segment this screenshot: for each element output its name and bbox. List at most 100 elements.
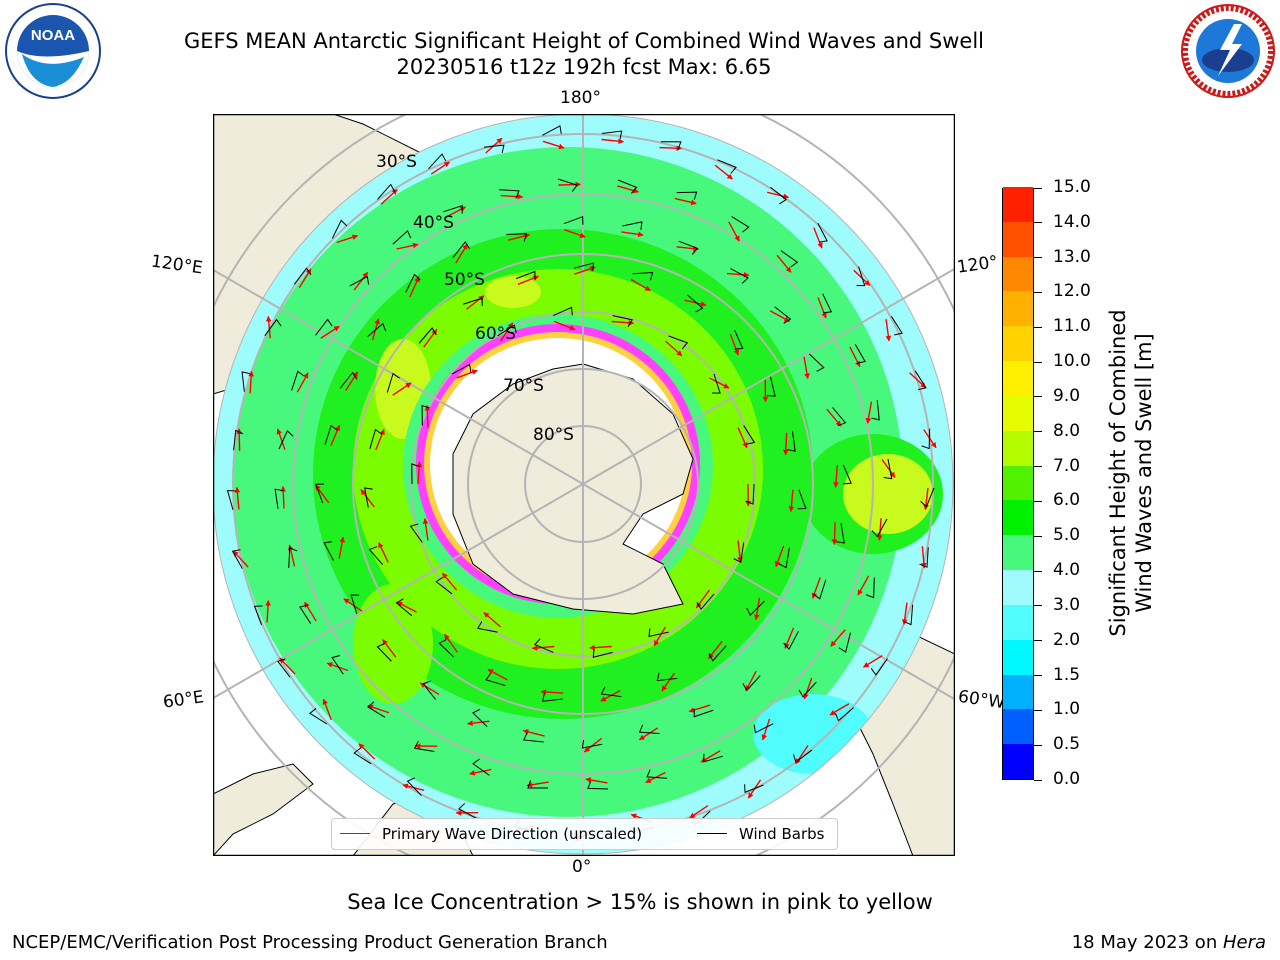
wind-barb bbox=[349, 275, 370, 287]
wind-barb bbox=[745, 483, 755, 505]
wave-arrow bbox=[330, 424, 341, 446]
wave-arrow bbox=[483, 611, 501, 628]
lat-label-30s: 30°S bbox=[376, 152, 417, 172]
wave-arrow bbox=[688, 704, 711, 713]
wind-barb bbox=[883, 458, 893, 480]
wave-arrow bbox=[831, 522, 838, 545]
wind-barb bbox=[746, 600, 765, 617]
wave-arrow bbox=[280, 485, 286, 509]
wind-barb bbox=[696, 593, 715, 611]
wind-barb bbox=[770, 186, 787, 205]
wind-barb bbox=[668, 335, 689, 350]
wave-arrow bbox=[345, 371, 359, 391]
colorbar-tick-label: 4.0 bbox=[1053, 560, 1081, 581]
colorbar-tick-label: 1.5 bbox=[1053, 664, 1081, 685]
wind-barb bbox=[309, 707, 328, 725]
wind-barb bbox=[274, 488, 284, 510]
wave-arrow bbox=[360, 489, 375, 508]
wind-barb bbox=[767, 376, 776, 397]
colorbar-label-line-2: Wind Waves and Swell [m] bbox=[1132, 333, 1156, 613]
wind-barb bbox=[854, 343, 866, 364]
wind-barb bbox=[743, 425, 756, 445]
wind-barbs bbox=[226, 125, 935, 838]
colorbar-segment bbox=[1003, 534, 1033, 571]
wind-barb bbox=[622, 221, 643, 230]
wind-barb bbox=[817, 222, 828, 243]
wind-barb bbox=[364, 487, 373, 508]
wave-arrow bbox=[617, 185, 640, 194]
wind-barb bbox=[413, 740, 435, 752]
wind-barb bbox=[592, 649, 613, 658]
colorbar-segment bbox=[1003, 221, 1033, 257]
colorbar-segment bbox=[1003, 604, 1033, 640]
wave-arrow bbox=[865, 401, 873, 424]
title-line-1: GEFS MEAN Antarctic Significant Height o… bbox=[183, 29, 985, 53]
colorbar-tick-label: 0.5 bbox=[1053, 734, 1081, 755]
wind-barb bbox=[392, 230, 412, 245]
colorbar-segment bbox=[1003, 743, 1033, 779]
title-line-2: 20230516 t12z 192h fcst Max: 6.65 bbox=[396, 55, 772, 79]
colorbar-label: Significant Height of Combined Wind Wave… bbox=[1105, 273, 1165, 673]
wind-barb bbox=[241, 371, 251, 392]
wind-barb bbox=[472, 758, 490, 776]
wind-barb bbox=[612, 315, 634, 327]
wind-barb bbox=[291, 370, 305, 391]
wind-barb bbox=[324, 424, 338, 445]
wave-arrow bbox=[862, 655, 883, 668]
wind-barb bbox=[226, 490, 236, 510]
wind-barb bbox=[350, 594, 360, 615]
wave-arrow bbox=[336, 234, 359, 244]
wind-barb bbox=[406, 777, 422, 796]
wave-arrow bbox=[585, 777, 608, 784]
wave-arrow bbox=[600, 690, 621, 702]
colorbar-tick-mark bbox=[1034, 744, 1042, 746]
colorbar-tick-mark bbox=[1034, 675, 1042, 677]
footer-date: 18 May 2023 on bbox=[1071, 932, 1223, 953]
lat-label-60s: 60°S bbox=[475, 324, 516, 344]
wave-arrow bbox=[726, 272, 750, 278]
wind-barb bbox=[656, 672, 678, 682]
wind-barb bbox=[253, 605, 263, 626]
colorbar-tick-label: 12.0 bbox=[1053, 281, 1091, 302]
wind-barb bbox=[708, 645, 727, 662]
wind-barb bbox=[903, 604, 914, 626]
wave-arrow bbox=[396, 601, 417, 613]
wind-barb bbox=[277, 658, 291, 678]
wave-arrow bbox=[661, 672, 676, 692]
lat-label-40s: 40°S bbox=[413, 213, 454, 233]
wave-arrow bbox=[909, 372, 927, 389]
wave-arrow bbox=[737, 427, 748, 449]
wave-arrow bbox=[279, 657, 296, 675]
wave-arrow bbox=[767, 191, 790, 200]
colorbar-tick-label: 13.0 bbox=[1053, 246, 1091, 267]
colorbar-tick-mark bbox=[1034, 257, 1042, 259]
svg-text:NOAA: NOAA bbox=[31, 27, 75, 44]
wind-barb bbox=[523, 732, 544, 743]
colorbar-tick-mark bbox=[1034, 779, 1042, 781]
wind-barb bbox=[463, 297, 483, 307]
wind-barb bbox=[299, 604, 312, 625]
wind-barb bbox=[632, 271, 654, 281]
wind-barb bbox=[483, 144, 505, 154]
wind-barb bbox=[787, 431, 796, 452]
colorbar-tick-mark bbox=[1034, 709, 1042, 711]
wind-barb bbox=[435, 576, 453, 595]
wind-barb bbox=[717, 159, 737, 174]
colorbar-tick-label: 10.0 bbox=[1053, 351, 1091, 372]
colorbar-segment bbox=[1003, 256, 1033, 292]
wave-arrow bbox=[638, 727, 659, 741]
wave-arrow bbox=[276, 428, 286, 450]
wind-barb bbox=[676, 191, 698, 200]
colorbar-segment bbox=[1003, 499, 1033, 536]
wave-arrow bbox=[921, 546, 927, 569]
wind-barb bbox=[778, 547, 790, 569]
wave-arrow bbox=[761, 718, 771, 741]
colorbar-tick-label: 11.0 bbox=[1053, 316, 1091, 337]
colorbar-label-line-1: Significant Height of Combined bbox=[1106, 309, 1130, 637]
wave-arrow bbox=[833, 465, 839, 488]
colorbar-tick-mark bbox=[1034, 500, 1042, 502]
wave-arrow bbox=[367, 704, 390, 714]
wind-barb bbox=[506, 233, 528, 242]
colorbar-tick-mark bbox=[1034, 570, 1042, 572]
colorbar-segment bbox=[1003, 325, 1033, 362]
